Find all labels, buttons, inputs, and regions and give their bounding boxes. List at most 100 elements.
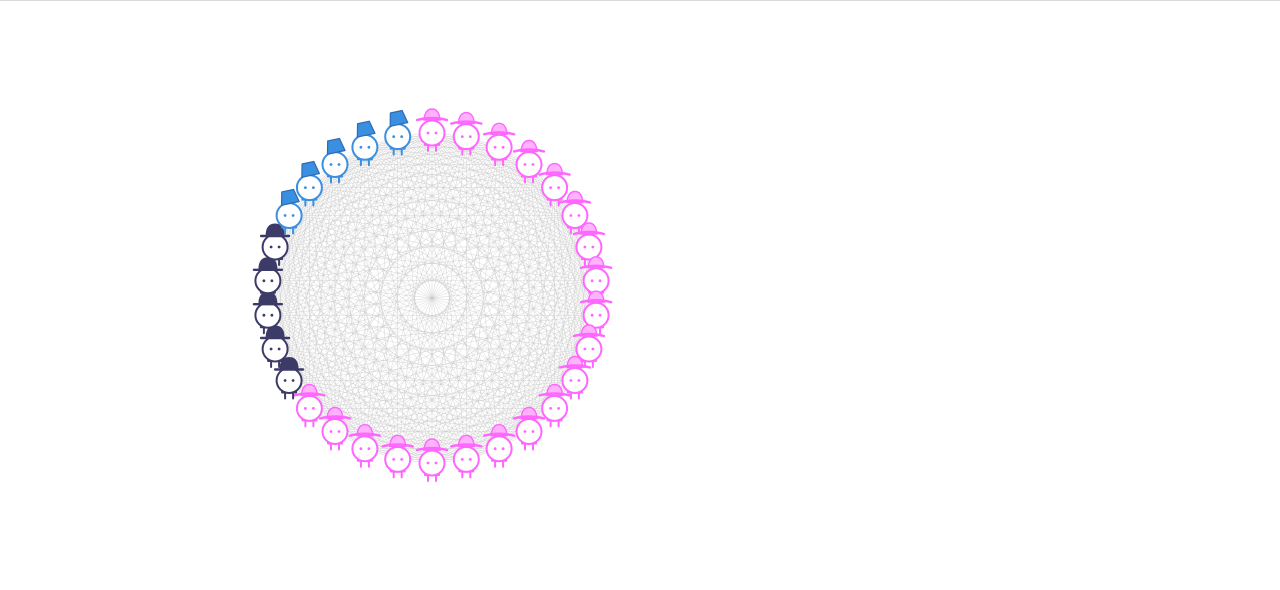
connection-line <box>289 187 555 216</box>
connection-line <box>309 187 597 316</box>
fez-icon <box>356 120 376 138</box>
bowler-icon <box>259 325 291 340</box>
bowler-icon <box>273 356 305 371</box>
connection-line <box>267 280 575 381</box>
person-blue-fez-icon <box>384 109 412 156</box>
connection-line <box>466 136 555 188</box>
connection-line <box>334 164 575 216</box>
connection-line <box>397 136 467 460</box>
person-pink-sun-hat-icon <box>415 438 449 482</box>
person-navy-bowler-icon <box>252 257 284 300</box>
connection-line <box>431 132 500 449</box>
person-pink-sun-hat-icon <box>512 406 546 451</box>
connection-line <box>267 280 433 464</box>
sun-hat-icon <box>450 111 483 125</box>
connection-line <box>364 147 555 188</box>
connection-line <box>498 147 576 216</box>
sun-hat-icon <box>512 406 546 420</box>
connection-line <box>309 187 590 350</box>
connection-line <box>274 246 336 432</box>
sun-hat-icon <box>318 406 352 420</box>
connection-line <box>274 147 366 248</box>
connection-line <box>334 215 576 432</box>
connection-line <box>289 380 530 432</box>
fez-icon <box>326 137 346 155</box>
connection-line <box>397 136 530 432</box>
connection-line <box>267 314 575 381</box>
connection-line <box>397 164 530 460</box>
connection-line <box>288 215 310 409</box>
connection-line <box>334 164 398 460</box>
connection-line <box>397 136 576 381</box>
connection-line <box>275 246 597 282</box>
connection-line <box>274 132 433 350</box>
connection-line <box>267 315 433 464</box>
connection-line <box>288 136 398 216</box>
connection-line <box>309 187 500 449</box>
connection-line <box>528 280 597 432</box>
connection-line <box>431 147 500 464</box>
connection-line <box>431 132 590 350</box>
person-pink-sun-hat-icon <box>381 434 414 479</box>
sun-hat-icon <box>482 424 516 437</box>
connection-line <box>397 136 597 316</box>
person-pink-sun-hat-icon <box>572 222 606 266</box>
connection-line <box>309 187 575 216</box>
connection-line <box>334 136 398 432</box>
sun-hat-icon <box>579 256 613 269</box>
sun-hat-icon <box>381 434 414 448</box>
sun-hat-icon <box>415 438 449 452</box>
connection-line <box>309 136 398 188</box>
connection-line <box>267 246 589 282</box>
connection-line <box>274 246 467 460</box>
person-blue-fez-icon <box>295 160 323 207</box>
connection-line <box>309 187 433 464</box>
connection-line <box>274 164 336 350</box>
connection-line <box>288 147 366 216</box>
connection-line <box>288 215 366 449</box>
person-pink-sun-hat-icon <box>482 424 516 468</box>
connection-line <box>288 136 398 381</box>
connection-line <box>275 314 597 350</box>
connection-line <box>334 164 500 449</box>
connection-line <box>289 215 597 316</box>
person-pink-sun-hat-icon <box>538 162 571 207</box>
sun-hat-icon <box>572 222 606 236</box>
sun-hat-icon <box>450 434 483 448</box>
connection-line <box>528 164 597 316</box>
connection-line <box>397 136 530 165</box>
connection-line <box>397 280 597 460</box>
connection-line <box>288 164 530 381</box>
connection-line <box>364 147 597 316</box>
connection-line <box>397 136 433 464</box>
connection-line <box>364 132 433 449</box>
connection-line <box>267 314 589 350</box>
connection-line <box>397 136 590 350</box>
connection-line <box>267 187 310 316</box>
connection-line <box>274 246 398 460</box>
person-pink-sun-hat-icon <box>348 424 382 468</box>
connection-line <box>554 187 590 350</box>
sun-hat-icon <box>348 424 382 437</box>
connection-line <box>364 147 467 460</box>
connection-line <box>274 246 366 449</box>
connection-line <box>274 246 555 409</box>
person-pink-sun-hat-icon <box>482 122 516 167</box>
connection-line <box>364 147 555 409</box>
connection-line <box>274 246 530 432</box>
sun-hat-icon <box>538 162 571 176</box>
connection-line <box>288 147 366 381</box>
sun-hat-icon <box>558 190 592 204</box>
person-pink-sun-hat-icon <box>318 406 352 451</box>
connection-line <box>431 246 590 464</box>
connection-line <box>397 136 590 248</box>
connection-line <box>267 314 530 432</box>
connection-line <box>274 187 310 350</box>
person-pink-sun-hat-icon <box>293 383 326 428</box>
connection-line <box>334 136 467 432</box>
connection-line <box>466 215 576 460</box>
connection-line <box>274 246 500 449</box>
connection-line <box>334 164 597 282</box>
connection-line <box>364 147 597 281</box>
connection-line <box>267 280 366 449</box>
